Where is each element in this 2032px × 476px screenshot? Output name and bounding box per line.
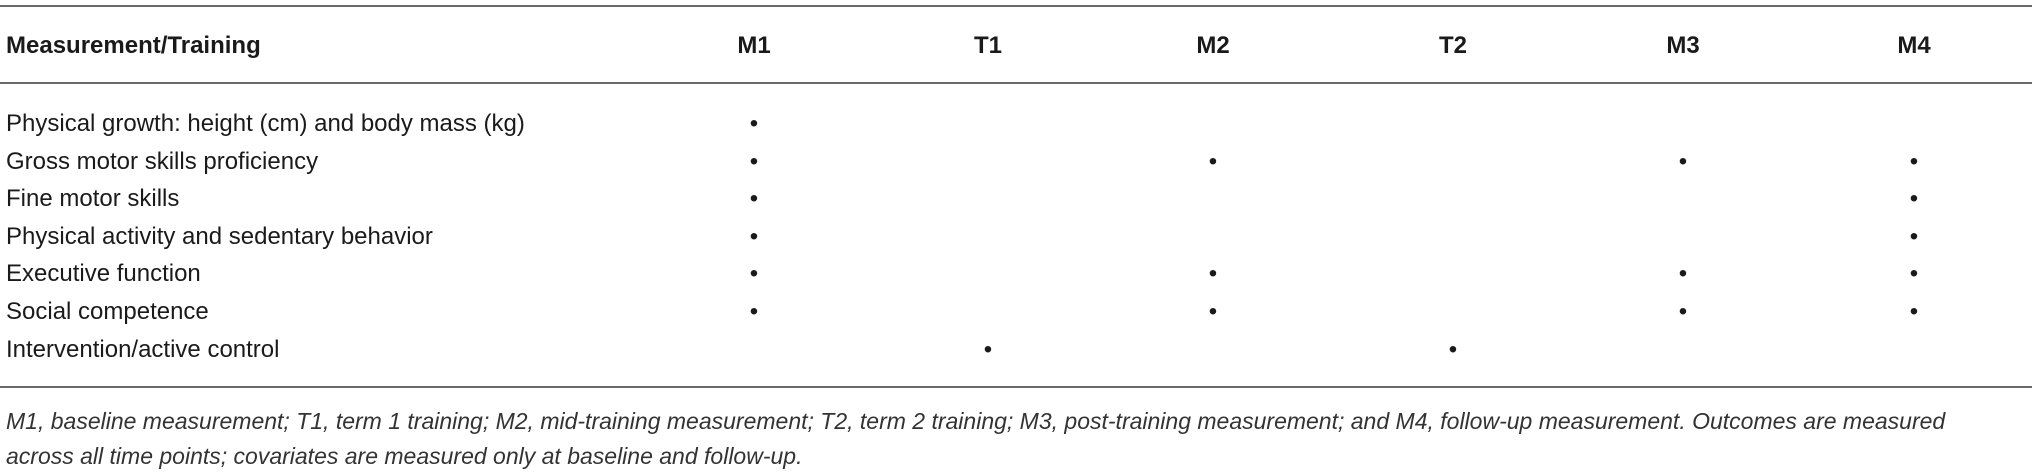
- marker: •: [1208, 260, 1218, 288]
- marker: •: [1909, 185, 1919, 213]
- footnote: M1, baseline measurement; T1, term 1 tra…: [6, 408, 1946, 469]
- marker: •: [1909, 222, 1919, 250]
- row-label: Physical activity and sedentary behavior: [6, 222, 433, 250]
- header-rule: [0, 82, 2032, 84]
- marker: •: [1909, 298, 1919, 325]
- marker: •: [1678, 147, 1688, 175]
- row-label: Executive function: [6, 260, 201, 288]
- marker: •: [1909, 147, 1919, 175]
- row-label: Fine motor skills: [6, 185, 180, 213]
- marker: •: [749, 298, 759, 325]
- bottom-rule: [0, 386, 2032, 388]
- top-rule: [0, 5, 2032, 7]
- marker: •: [749, 260, 759, 288]
- marker: •: [1678, 298, 1688, 325]
- header-cell: M4: [1897, 32, 1931, 59]
- header-cell: M3: [1666, 32, 1700, 59]
- marker: •: [1208, 147, 1218, 175]
- header-cell: Measurement/Training: [6, 32, 261, 59]
- header-cell: M1: [737, 32, 771, 59]
- row-label: Physical growth: height (cm) and body ma…: [6, 110, 525, 137]
- marker: •: [983, 335, 993, 363]
- marker: •: [749, 110, 759, 137]
- marker: •: [1678, 260, 1688, 288]
- marker: •: [749, 147, 759, 175]
- header-cell: T1: [973, 32, 1003, 59]
- marker: •: [1909, 260, 1919, 288]
- row-label: Intervention/active control: [6, 335, 280, 363]
- row-label: Social competence: [6, 298, 209, 325]
- marker: •: [749, 222, 759, 250]
- marker: •: [749, 185, 759, 213]
- marker: •: [1448, 335, 1458, 363]
- row-label: Gross motor skills proficiency: [6, 147, 319, 175]
- header-cell: T2: [1438, 32, 1468, 59]
- marker: •: [1208, 298, 1218, 325]
- header-cell: M2: [1196, 32, 1230, 59]
